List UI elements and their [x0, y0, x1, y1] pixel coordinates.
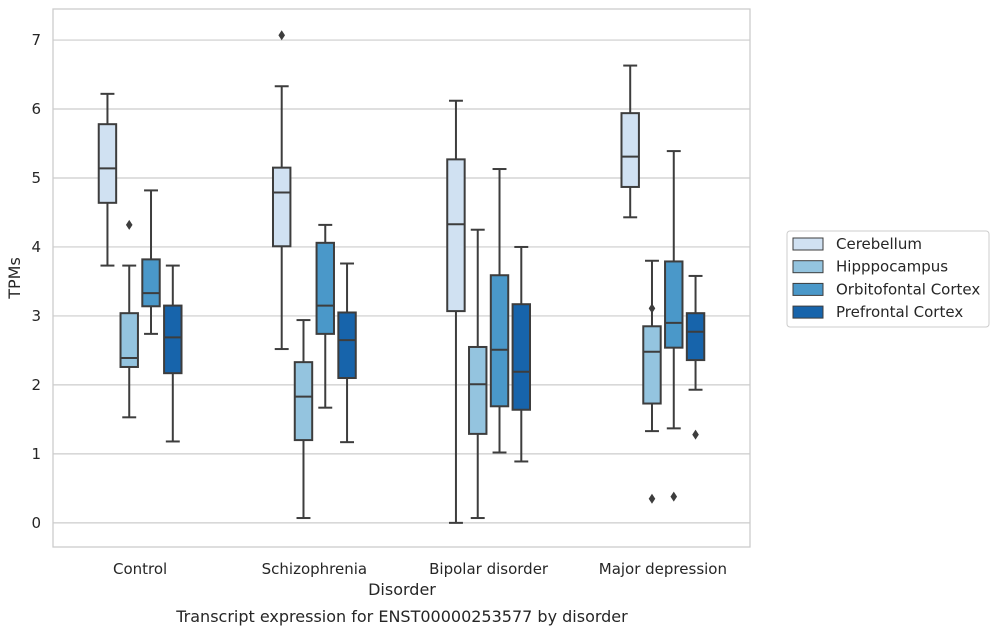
box: [446, 158, 466, 313]
box-group: [511, 245, 532, 463]
legend-label: Orbitofontal Cortex: [836, 280, 980, 298]
y-tick-label: 1: [31, 445, 41, 463]
legend-label: Hipppocampus: [836, 258, 948, 276]
x-tick-label: Major depression: [599, 560, 727, 578]
box: [141, 258, 161, 308]
outlier-point: [692, 429, 699, 440]
x-tick-labels: Control Schizophrenia Bipolar disorder Majo…: [113, 560, 727, 578]
box: [97, 123, 118, 204]
box-group: [489, 168, 510, 454]
x-tick-label: Schizophrenia: [262, 560, 367, 578]
box-group: [315, 223, 335, 409]
legend: Cerebellum Hipppocampus Orbitofontal Corte…: [786, 230, 990, 328]
legend-swatch: [792, 282, 824, 296]
box: [664, 260, 684, 349]
y-tick-label: 3: [31, 307, 41, 325]
box-group: [337, 262, 357, 444]
y-tick-label: 4: [31, 238, 41, 256]
legend-swatch: [792, 237, 824, 251]
box: [685, 312, 706, 362]
box-group: [685, 274, 706, 440]
legend-label: Prefrontal Cortex: [836, 303, 963, 321]
box: [315, 241, 335, 335]
outlier-point: [648, 303, 656, 314]
y-tick-label: 2: [31, 376, 41, 394]
box: [620, 112, 640, 188]
box-group: [664, 150, 684, 502]
y-tick-label: 0: [31, 514, 41, 532]
y-tick-labels: 0 1 2 3 4 5 6 7: [31, 31, 41, 532]
box: [163, 304, 183, 375]
box-group: [97, 92, 118, 267]
box-group: [119, 219, 139, 419]
box: [293, 361, 314, 442]
box: [642, 325, 662, 405]
box: [337, 311, 357, 380]
x-axis-title: Disorder: [368, 580, 436, 599]
y-tick-label: 7: [31, 31, 41, 49]
legend-items: Cerebellum Hipppocampus Orbitofontal Corte…: [792, 235, 980, 321]
box: [468, 345, 488, 435]
box: [271, 166, 292, 248]
outlier-point: [125, 219, 133, 230]
box-group: [468, 228, 488, 520]
box-group: [642, 259, 662, 504]
legend-label: Cerebellum: [836, 235, 922, 253]
box-group: [293, 319, 314, 520]
outlier-point: [670, 491, 678, 502]
y-axis-title: TPMs: [5, 257, 24, 300]
legend-swatch: [792, 305, 824, 319]
legend-swatch: [792, 260, 824, 274]
x-tick-label: Control: [113, 560, 167, 578]
box: [119, 312, 139, 368]
box-group: [141, 189, 161, 335]
box-group: [446, 99, 466, 524]
box-group: [163, 264, 183, 443]
box-layer: [97, 30, 706, 524]
box-group: [271, 30, 292, 351]
box: [489, 274, 510, 408]
chart-caption: Transcript expression for ENST0000025357…: [175, 607, 628, 626]
outlier-point: [648, 493, 656, 504]
outlier-point: [278, 30, 286, 41]
plot-frame: [52, 8, 751, 548]
box-group: [620, 64, 640, 219]
box: [511, 303, 532, 411]
x-tick-label: Bipolar disorder: [429, 560, 549, 578]
y-tick-label: 6: [31, 100, 41, 118]
y-tick-label: 5: [31, 169, 41, 187]
legend-frame: [786, 230, 990, 328]
